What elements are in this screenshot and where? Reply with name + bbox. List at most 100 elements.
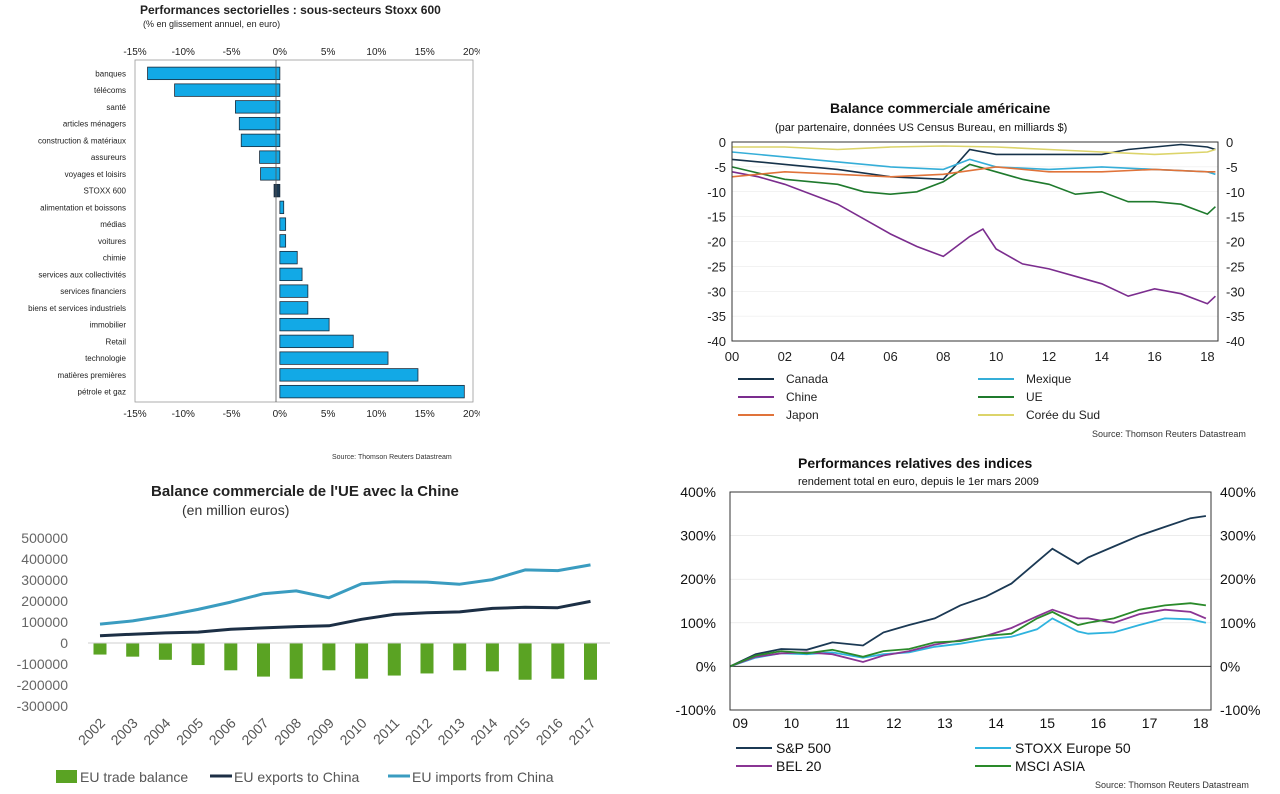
trade-balance-bar: [289, 643, 303, 679]
y-tick-label: 100%: [1220, 615, 1256, 631]
x-tick-label: 10%: [366, 47, 386, 58]
y-tick-label: 300%: [1220, 528, 1256, 544]
y-tick-label: -100%: [676, 702, 716, 718]
y-tick-label: -25: [1226, 259, 1245, 274]
category-label: services financiers: [60, 287, 126, 296]
x-tick-labels: 2002 2003 2004 2005 2006 2007 2008 2009 2010 2011…: [75, 715, 599, 748]
y-tick-label: 0: [60, 635, 68, 651]
trade-balance-bar: [191, 643, 205, 666]
plot-frame: [731, 141, 1219, 342]
category-labels: banques télécoms santé articles ménagers con…: [28, 69, 126, 396]
x-tick-label: 16: [1091, 715, 1107, 731]
y-tick-label: 100000: [21, 614, 68, 630]
trade-balance-bar: [355, 643, 369, 679]
x-tick-label: 2002: [75, 715, 108, 748]
source-note: Source: Thomson Reuters Datastream: [1095, 780, 1249, 790]
x-tick-label: 2014: [467, 715, 500, 748]
y-tick-labels-right: 400% 300% 200% 100% 0% -100%: [1220, 484, 1260, 718]
us-trade-balance-chart: Balance commerciale américaine (par part…: [707, 100, 1246, 439]
x-tick-label: -5%: [223, 409, 241, 420]
x-tick-label: 2008: [271, 715, 304, 748]
x-tick-label: 09: [732, 715, 748, 731]
x-tick-label: 14: [988, 715, 1004, 731]
category-label: voyages et loisirs: [65, 170, 126, 179]
trade-balance-bar: [518, 643, 532, 680]
x-tick-label: 02: [778, 349, 792, 364]
chart-subtitle: (par partenaire, données US Census Burea…: [775, 122, 1067, 134]
x-tick-labels: 00 02 04 06 08 10 12 14 16 18: [725, 349, 1215, 364]
y-tick-label: 100%: [680, 615, 716, 631]
category-label: banques: [95, 69, 126, 78]
chart-title: Balance commerciale de l'UE avec la Chin…: [151, 483, 459, 500]
bar: [240, 133, 281, 148]
x-tick-label: 15: [1039, 715, 1055, 731]
y-tick-label: -35: [707, 309, 726, 324]
category-label: assureurs: [91, 153, 126, 162]
y-tick-label: -15: [707, 210, 726, 225]
y-tick-label: -25: [707, 259, 726, 274]
x-tick-label: 2010: [336, 715, 369, 748]
category-label: matières premières: [58, 371, 126, 380]
y-tick-label: -35: [1226, 309, 1245, 324]
x-tick-label: 2013: [434, 715, 467, 748]
bar: [279, 317, 330, 332]
y-tick-label: -20: [1226, 235, 1245, 250]
x-tick-label: 15%: [415, 47, 435, 58]
category-label: médias: [100, 220, 126, 229]
bar: [147, 66, 281, 81]
bar: [279, 301, 309, 315]
legend: S&P 500 STOXX Europe 50 BEL 20 MSCI ASIA: [736, 740, 1131, 774]
y-tick-label: -100000: [17, 656, 69, 672]
legend-label: MSCI ASIA: [1015, 758, 1086, 774]
y-tick-label: -40: [707, 334, 726, 349]
y-tick-label: 0%: [1220, 658, 1240, 674]
y-tick-label: -20: [707, 235, 726, 250]
plot-frame: [729, 491, 1212, 711]
category-label: articles ménagers: [63, 120, 126, 129]
legend-label: Mexique: [1026, 372, 1072, 386]
x-tick-label: 20%: [463, 47, 480, 58]
grid: [732, 141, 1218, 342]
series-lines: [729, 515, 1207, 668]
y-tick-label: 400%: [1220, 484, 1256, 500]
x-tick-label: -5%: [223, 47, 241, 58]
legend-swatch: [56, 770, 77, 783]
source-note: Source: Thomson Reuters Datastream: [1092, 429, 1246, 439]
x-tick-label: 2011: [370, 715, 403, 748]
x-tick-label: -10%: [172, 409, 195, 420]
legend-label: Chine: [786, 390, 818, 404]
bar: [279, 334, 354, 349]
chart-subtitle: rendement total en euro, depuis le 1er m…: [798, 476, 1039, 488]
trade-balance-bar: [453, 643, 467, 671]
y-tick-labels-right: 0 -5 -10 -15 -20 -25 -30 -35 -40: [1226, 135, 1245, 349]
x-tick-label: 2012: [402, 715, 435, 748]
bar: [279, 351, 389, 365]
trade-balance-bar: [224, 643, 238, 671]
x-tick-label: 06: [883, 349, 897, 364]
bar: [279, 284, 309, 298]
x-tick-label: 10%: [366, 409, 386, 420]
x-tick-label: -15%: [123, 47, 146, 58]
bars: [147, 66, 465, 399]
trade-balance-bar: [485, 643, 499, 672]
x-tick-label: 10: [784, 715, 800, 731]
y-tick-label: -30: [707, 284, 726, 299]
series-line: [99, 599, 591, 638]
x-tick-label: 2009: [304, 715, 337, 748]
x-tick-labels-bottom: -15% -10% -5% 0% 5% 10% 15% 20%: [123, 409, 480, 420]
x-tick-label: 11: [835, 715, 850, 731]
y-tick-label: 0: [719, 135, 726, 150]
x-tick-label: 10: [989, 349, 1003, 364]
series-line: [731, 166, 1216, 178]
x-tick-label: 0%: [273, 409, 288, 420]
y-tick-label: -10: [707, 185, 726, 200]
series-line: [99, 563, 591, 626]
category-label: immobilier: [90, 321, 127, 330]
x-tick-label: 18: [1193, 715, 1209, 731]
x-tick-label: 2003: [107, 715, 140, 748]
legend-label: EU exports to China: [234, 769, 359, 785]
x-tick-label: 0%: [273, 47, 288, 58]
x-tick-labels-top: -15% -10% -5% 0% 5% 10% 15% 20%: [123, 47, 480, 58]
bar: [279, 267, 303, 282]
series-lines: [731, 143, 1216, 305]
